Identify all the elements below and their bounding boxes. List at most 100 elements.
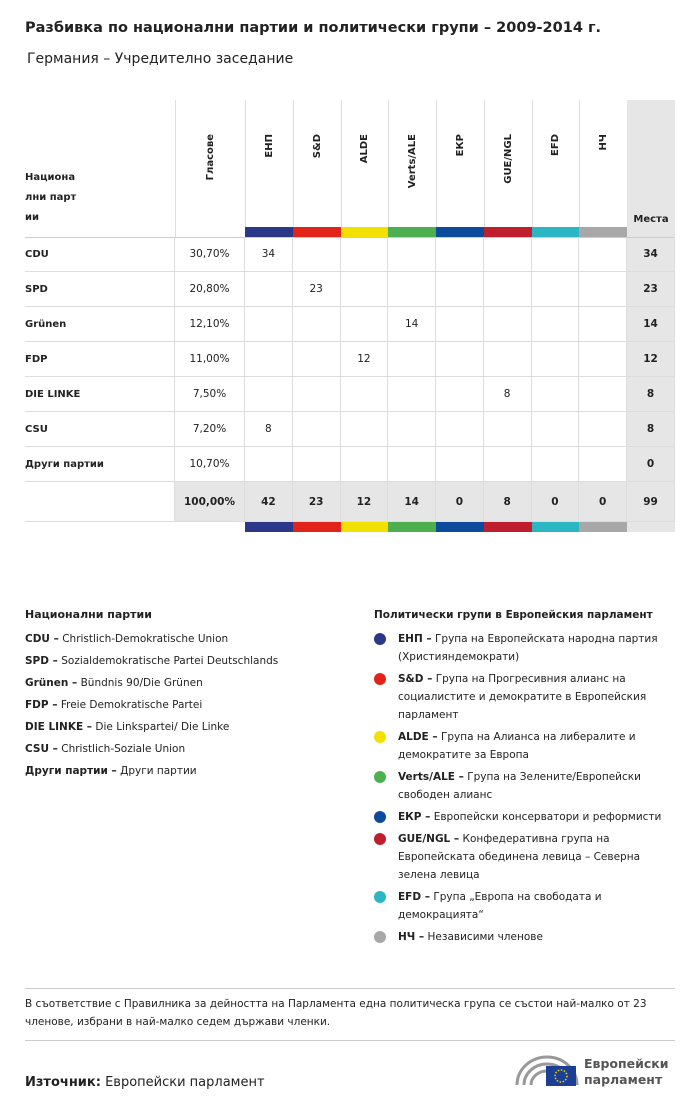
party-legend-item: Други партии – Други партии xyxy=(25,762,355,780)
table-cell: 14 xyxy=(627,307,675,342)
group-full-name: Независими членове xyxy=(427,931,543,943)
table-cell: 20,80% xyxy=(175,272,245,307)
table-cell xyxy=(292,447,341,482)
group-seats-cell: 14 xyxy=(404,495,419,508)
table-cell xyxy=(531,342,580,377)
party-name: FDP xyxy=(25,353,48,365)
party-legend-item: SPD – Sozialdemokratische Partei Deutsch… xyxy=(25,652,355,670)
table-cell: 12,10% xyxy=(175,307,245,342)
table-cell: 0 xyxy=(531,482,580,522)
table-cell xyxy=(483,342,532,377)
seats-cell: 14 xyxy=(643,318,658,330)
column-header-text: S&D xyxy=(311,134,323,159)
logo-line: Европейски xyxy=(584,1056,669,1071)
table-cell xyxy=(245,272,293,307)
column-header-text: НЧ xyxy=(598,134,610,151)
votes-cell: 11,00% xyxy=(189,353,230,365)
group-abbr: GUE/NGL – xyxy=(398,833,460,845)
group-color-bar xyxy=(245,227,293,237)
column-header: ЕНП xyxy=(245,100,293,237)
group-full-name: Група на Европейската народна партия (Хр… xyxy=(398,633,658,663)
table-cell: 23 xyxy=(627,272,675,307)
group-legend-item: ЕНП – Група на Европейската народна парт… xyxy=(374,630,679,666)
column-header: EFD xyxy=(531,100,580,237)
table-cell: 10,70% xyxy=(175,447,245,482)
table-cell xyxy=(579,342,627,377)
column-header-text: Гласове xyxy=(205,134,216,181)
group-seats-cell: 8 xyxy=(503,388,511,400)
logo-line: парламент xyxy=(584,1072,663,1087)
party-abbr: DIE LINKE – xyxy=(25,721,93,733)
group-dot xyxy=(374,673,386,685)
table-cell xyxy=(436,237,484,272)
table-cell: 0 xyxy=(436,482,484,522)
table-cell xyxy=(483,412,532,447)
group-dot xyxy=(374,833,386,845)
table-cell xyxy=(436,342,484,377)
seats-cell: 23 xyxy=(643,283,658,295)
table-cell xyxy=(388,377,436,412)
group-legend-item: GUE/NGL – Конфедеративна група на Европе… xyxy=(374,830,679,884)
divider xyxy=(25,1040,675,1041)
group-dot xyxy=(374,771,386,783)
logo-icon xyxy=(515,1055,579,1086)
group-legend-item: НЧ – Независими членове xyxy=(374,928,679,946)
table-cell: 8 xyxy=(483,377,532,412)
source-label: Източник: xyxy=(25,1075,101,1090)
table-cell xyxy=(436,447,484,482)
group-color-bar xyxy=(579,227,627,237)
table-cell xyxy=(388,237,436,272)
group-dot xyxy=(374,931,386,943)
column-header-text: Verts/ALE xyxy=(407,134,419,189)
table-cell xyxy=(292,412,341,447)
group-dot xyxy=(374,633,386,645)
seats-cell: 8 xyxy=(646,423,655,435)
table-cell: 30,70% xyxy=(175,237,245,272)
group-full-name: Европейски консерватори и реформисти xyxy=(433,811,662,823)
table-cell xyxy=(531,237,580,272)
group-dot xyxy=(374,731,386,743)
table-cell xyxy=(25,482,175,522)
party-full-name: Christlich-Demokratische Union xyxy=(62,633,229,645)
table-cell: 14 xyxy=(388,482,436,522)
seats-cell: 99 xyxy=(643,495,658,508)
votes-cell: 7,20% xyxy=(192,423,227,435)
table-cell xyxy=(245,377,293,412)
party-full-name: Bündnis 90/Die Grünen xyxy=(80,677,203,689)
group-legend-item: S&D – Група на Прогресивния алианс на со… xyxy=(374,670,679,724)
group-full-name: Група на Прогресивния алианс на социалис… xyxy=(398,673,647,721)
table-cell: 0 xyxy=(579,482,627,522)
group-abbr: НЧ – xyxy=(398,931,425,943)
table-cell xyxy=(531,447,580,482)
table-cell xyxy=(340,307,389,342)
party-legend-item: DIE LINKE – Die Linkspartei/ Die Linke xyxy=(25,718,355,736)
party-legend-item: FDP – Freie Demokratische Partei xyxy=(25,696,355,714)
group-color-bar xyxy=(388,227,436,237)
seats-cell: 34 xyxy=(643,248,658,260)
table-cell xyxy=(292,307,341,342)
group-full-name: Конфедеративна група на Европейската обе… xyxy=(398,833,640,881)
table-cell: DIE LINKE xyxy=(25,377,175,412)
group-full-name: Група „Европа на свободата и демокрацият… xyxy=(398,891,602,921)
party-name: CSU xyxy=(25,423,48,435)
group-abbr: ЕКР – xyxy=(398,811,431,823)
group-color-bar xyxy=(388,522,436,532)
table-cell xyxy=(579,412,627,447)
group-legend-item: ALDE – Група на Алианса на либералите и … xyxy=(374,728,679,764)
column-header: GUE/NGL xyxy=(483,100,532,237)
group-seats-cell: 42 xyxy=(261,495,276,508)
group-seats-cell: 0 xyxy=(551,495,559,508)
votes-cell: 10,70% xyxy=(189,458,230,470)
seats-cell: 8 xyxy=(646,388,655,400)
column-header-text: ALDE xyxy=(359,134,371,164)
group-seats-cell: 12 xyxy=(357,353,371,365)
party-name: Други партии xyxy=(25,458,104,470)
table-cell xyxy=(579,377,627,412)
table-cell xyxy=(245,447,293,482)
table-cell: 12 xyxy=(340,482,389,522)
party-legend-item: CDU – Christlich-Demokratische Union xyxy=(25,630,355,648)
table-cell xyxy=(340,412,389,447)
column-header: НЧ xyxy=(579,100,627,237)
group-abbr: ЕНП – xyxy=(398,633,432,645)
parties-list: CDU – Christlich-Demokratische Union SPD … xyxy=(25,630,355,784)
